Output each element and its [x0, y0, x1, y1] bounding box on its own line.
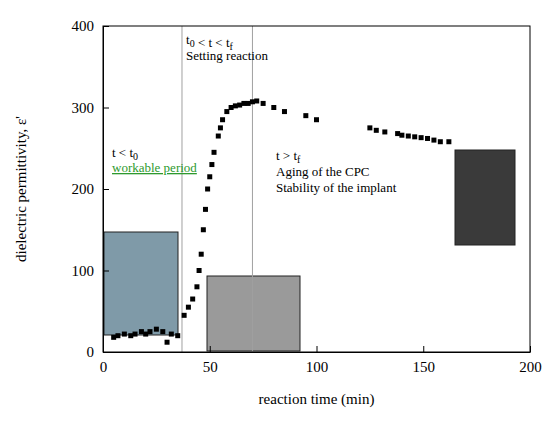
point [139, 329, 144, 334]
annotation: workable period [112, 160, 197, 175]
point [197, 268, 202, 273]
tick-mark [423, 346, 424, 352]
phase-boundary [181, 26, 182, 352]
point [207, 174, 212, 179]
axis-line [104, 352, 531, 353]
point [303, 113, 308, 118]
point [438, 139, 443, 144]
point [186, 305, 191, 310]
tick: 150 [413, 346, 436, 375]
point [237, 103, 242, 108]
point [425, 136, 430, 141]
points [111, 98, 451, 344]
annotation: t > tf [276, 148, 301, 165]
point [395, 131, 400, 136]
x-axis: 0 50 100 150 200 [100, 346, 542, 375]
tick-mark [530, 346, 531, 352]
point [367, 125, 372, 130]
tick-mark [317, 346, 318, 352]
point [143, 332, 148, 337]
point [147, 329, 152, 334]
photo [455, 150, 515, 245]
point [233, 103, 238, 108]
point [203, 207, 208, 212]
point [246, 101, 251, 106]
tick-mark [103, 26, 109, 27]
point [199, 252, 204, 257]
point [399, 133, 404, 138]
tick-label: 400 [72, 18, 95, 34]
tick-mark [103, 108, 109, 109]
photo [104, 232, 178, 335]
point [175, 333, 180, 338]
tick: 400 [72, 18, 110, 34]
point [169, 332, 174, 337]
tick-mark [210, 346, 211, 352]
annotation: Aging of the CPC [276, 164, 370, 179]
point [128, 333, 133, 338]
tick-label: 200 [72, 181, 95, 197]
point [209, 162, 214, 167]
point [220, 117, 225, 122]
point [374, 128, 379, 133]
point [314, 117, 319, 122]
point [382, 129, 387, 134]
tick: 50 [203, 346, 218, 375]
tick-label: 100 [72, 263, 95, 279]
point [182, 313, 187, 318]
point [216, 134, 221, 139]
point [412, 134, 417, 139]
photo [207, 276, 300, 351]
annotation: Setting reaction [186, 48, 268, 63]
y-axis: 0 100 200 300 400 [72, 18, 110, 360]
phase-boundary [252, 26, 253, 352]
tick-label: 300 [72, 100, 95, 116]
point [261, 101, 266, 106]
point [190, 297, 195, 302]
point [229, 105, 234, 110]
point [271, 105, 276, 110]
annotation: Stability of the implant [276, 180, 397, 195]
point [115, 333, 120, 338]
tick: 200 [72, 181, 110, 197]
point [406, 134, 411, 139]
point [431, 138, 436, 143]
point [218, 125, 223, 130]
point [250, 99, 255, 104]
y-axis-title: dielectric permittivity, ε' [13, 116, 29, 262]
point [446, 139, 451, 144]
tick: 0 [87, 344, 110, 360]
point [419, 135, 424, 140]
tick-label: 100 [306, 359, 329, 375]
tick: 100 [306, 346, 329, 375]
plot-frame [103, 26, 530, 352]
tick-mark [103, 271, 109, 272]
point [205, 187, 210, 192]
point [111, 335, 116, 340]
tick-mark [103, 352, 109, 353]
chart: 0 50 100 150 200 0 100 200 300 400 reaction time (… [0, 0, 555, 421]
point [201, 227, 206, 232]
point [241, 101, 246, 106]
tick-mark [103, 189, 109, 190]
point [212, 150, 217, 155]
point [224, 109, 229, 114]
tick: 300 [72, 100, 110, 116]
point [133, 332, 138, 337]
point [254, 98, 259, 103]
point [122, 332, 127, 337]
point [282, 109, 287, 114]
x-axis-title: reaction time (min) [259, 391, 375, 408]
tick: 200 [519, 346, 542, 375]
tick-label: 200 [519, 359, 542, 375]
tick-label: 0 [100, 359, 108, 375]
point [154, 327, 159, 332]
point [165, 340, 170, 345]
tick-label: 0 [87, 344, 95, 360]
tick: 100 [72, 263, 110, 279]
tick-label: 150 [413, 359, 436, 375]
point [160, 329, 165, 334]
tick-label: 50 [203, 359, 218, 375]
point [194, 284, 199, 289]
